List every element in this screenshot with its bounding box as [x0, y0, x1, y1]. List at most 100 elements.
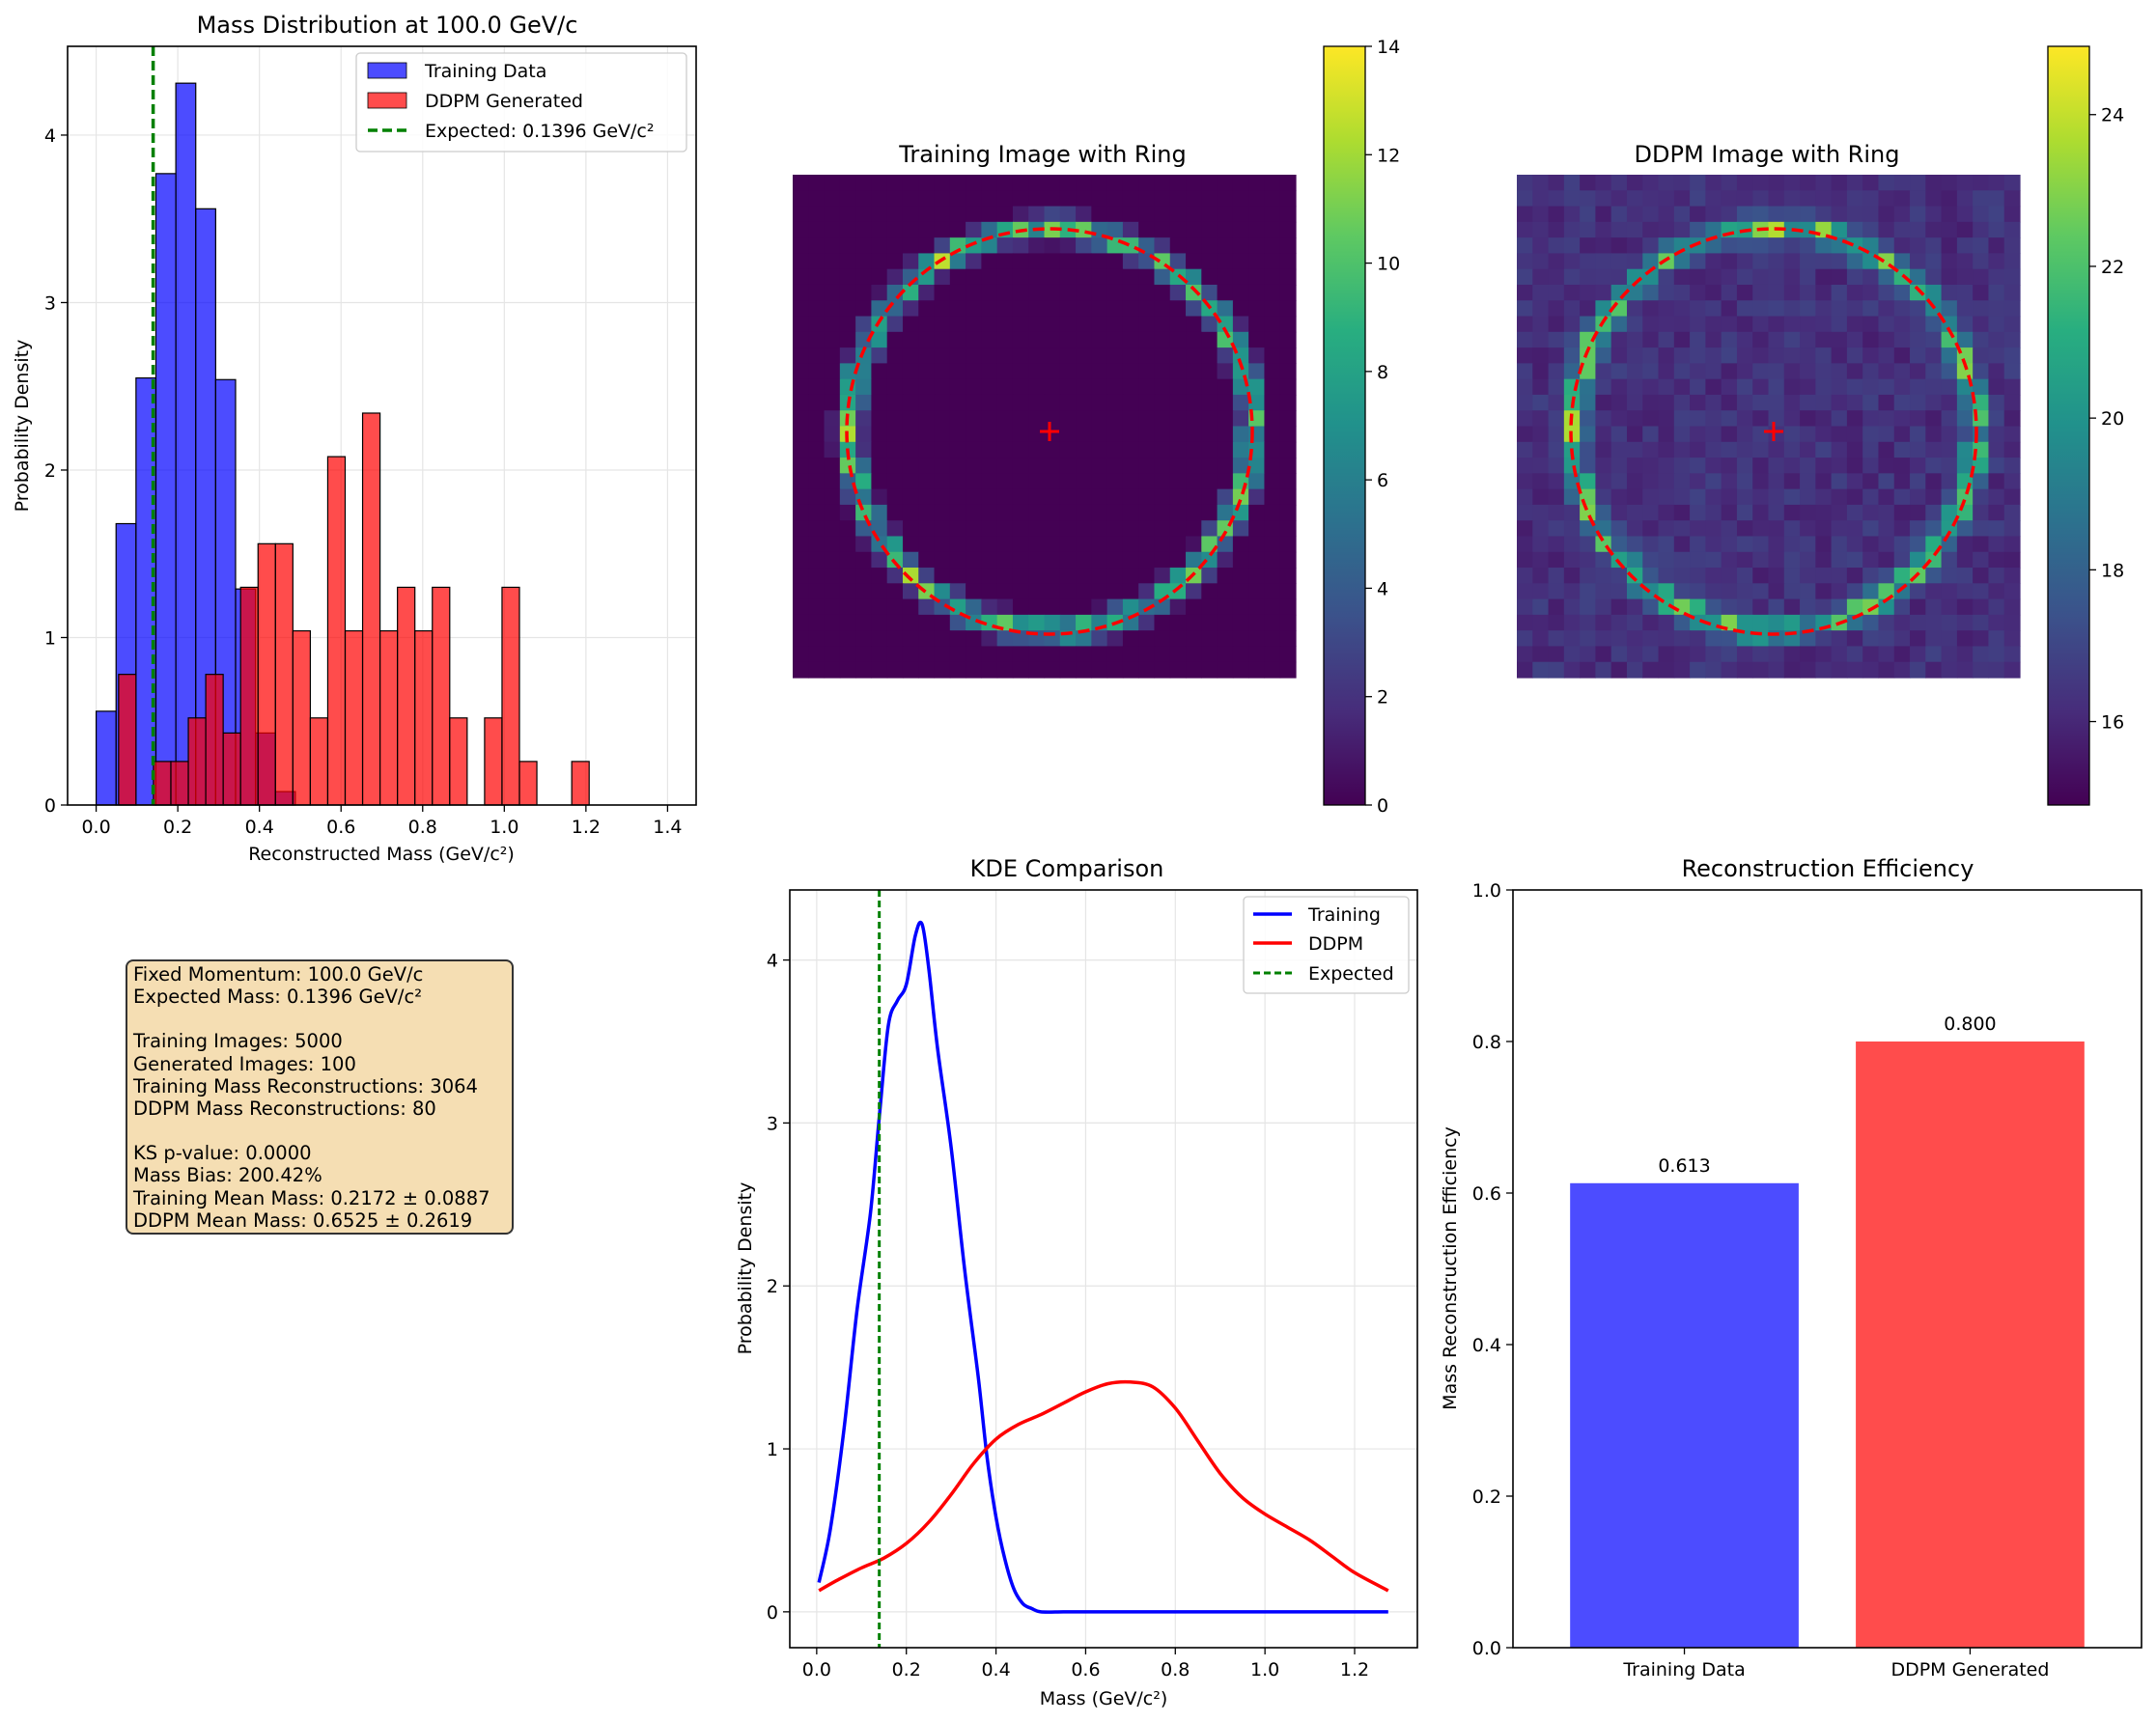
training-image-cell	[808, 268, 826, 286]
training-image-cell	[1076, 253, 1092, 270]
ddpm-image-cell	[1517, 646, 1533, 663]
training-image-cell	[1122, 410, 1139, 428]
ddpm-image-cell	[1658, 488, 1675, 506]
ddpm-image-cell	[1610, 441, 1628, 458]
ddpm-image-cell	[1642, 347, 1660, 364]
training-image-cell	[949, 568, 966, 584]
training-image-cell	[824, 598, 841, 616]
training-image-cell	[1091, 175, 1108, 191]
ddpm-image-cell	[1831, 410, 1848, 428]
ddpm-image-cell	[1988, 347, 2005, 364]
hist-bar-ddpm-7	[239, 586, 259, 806]
ddpm-image-cell	[1658, 237, 1675, 255]
ddpm-image-cell	[2003, 316, 2021, 333]
training-image-cell	[1076, 551, 1092, 569]
ddpm-image-cell	[1956, 331, 1974, 348]
training-image-cell	[949, 614, 966, 631]
ddpm-image-cell	[1973, 268, 1990, 286]
training-image-cell	[1201, 206, 1218, 223]
ddpm-image-cell	[1862, 536, 1880, 553]
training-image-cell	[966, 268, 982, 286]
ddpm-image-cell	[1973, 378, 1990, 396]
training-image-cell	[1186, 237, 1202, 255]
training-image-cell	[1059, 504, 1077, 521]
ddpm-image-cell	[1893, 551, 1911, 569]
ddpm-image-cell	[1595, 426, 1612, 443]
training-image-cell	[1232, 284, 1249, 301]
hist-bar-ddpm-18	[432, 586, 451, 806]
ddpm-image-cell	[1658, 458, 1675, 474]
ddpm-image-cell	[1595, 284, 1612, 301]
ddpm-image-cell	[1752, 410, 1770, 428]
ddpm-image-cell	[1548, 646, 1565, 663]
ddpm-image-cell	[1768, 488, 1785, 506]
training-image-cell	[996, 394, 1014, 411]
training-image-cell	[1044, 253, 1061, 270]
ddpm-image-cell	[1893, 661, 1911, 679]
training-image-cell	[981, 206, 998, 223]
ddpm-image-cell	[1736, 488, 1753, 506]
training-image-cell	[1044, 520, 1061, 538]
ddpm-image-cell	[1800, 347, 1816, 364]
training-image-cell	[871, 347, 888, 364]
ddpm-image-cell	[1768, 316, 1785, 333]
ddpm-image-cell	[1658, 614, 1675, 631]
ddpm-image-cell	[1517, 458, 1533, 474]
training-image-cell	[1201, 284, 1218, 301]
ddpm-image-cell	[1752, 363, 1770, 380]
training-image-cell	[855, 473, 873, 490]
ddpm-image-cell	[1626, 598, 1643, 616]
training-image-cell	[949, 441, 966, 458]
ddpm-image-cell	[1626, 394, 1643, 411]
training-image-cell	[902, 583, 919, 600]
kde-legend-expected: Expected	[1308, 963, 1394, 985]
ddpm-image-cell	[1815, 568, 1833, 584]
ddpm-image-cell	[1736, 300, 1753, 318]
ddpm-image-cell	[1925, 441, 1943, 458]
training-image-cell	[1154, 630, 1171, 648]
ddpm-image-cell	[1925, 378, 1943, 396]
training-image-cell	[1028, 190, 1046, 208]
ddpm-image-cell	[1690, 441, 1706, 458]
training-image-cell	[1154, 488, 1171, 506]
training-image-cell	[1169, 347, 1187, 364]
ddpm-image-cell	[1752, 426, 1770, 443]
ddpm-image-cell	[1580, 331, 1597, 348]
training-image-cell	[966, 316, 982, 333]
efficiency-ytick-label-2: 0.4	[1472, 1335, 1501, 1356]
training-image-cell	[793, 614, 809, 631]
training-image-cell	[1186, 583, 1202, 600]
training-image-cell	[1106, 253, 1124, 270]
training-image-cell	[1279, 441, 1297, 458]
ddpm-image-cell	[1721, 551, 1738, 569]
ddpm-image-cell	[1878, 598, 1895, 616]
ddpm-image-cell	[1517, 583, 1533, 600]
ddpm-image-cell	[1893, 175, 1911, 191]
ddpm-image-cell	[1532, 268, 1550, 286]
ddpm-image-cell	[1815, 206, 1833, 223]
training-image-cell	[1186, 614, 1202, 631]
hist-ytick-label-1: 1	[44, 627, 56, 649]
ddpm-image-cell	[1548, 378, 1565, 396]
training-image-cell	[1091, 190, 1108, 208]
training-image-cell	[793, 426, 809, 443]
training-image-cell	[1232, 661, 1249, 679]
training-image-cell	[1279, 316, 1297, 333]
training-colorbar-tick-label-7: 14	[1377, 37, 1400, 58]
ddpm-image-cell	[1973, 363, 1990, 380]
training-image-cell	[886, 551, 904, 569]
training-image-cell	[871, 488, 888, 506]
training-image-cell	[981, 646, 998, 663]
training-image-cell	[1091, 206, 1108, 223]
kde-xtick-label-1: 0.2	[892, 1659, 921, 1680]
training-image-cell	[1122, 536, 1139, 553]
ddpm-image-cell	[1517, 237, 1533, 255]
training-image-cell	[1091, 347, 1108, 364]
info-box-line: DDPM Mass Reconstructions: 80	[133, 1097, 436, 1121]
ddpm-image-cell	[1910, 206, 1926, 223]
training-image-cell	[966, 175, 982, 191]
training-image-cell	[1169, 190, 1187, 208]
ddpm-image-cell	[1673, 363, 1691, 380]
ddpm-image-cell	[1768, 441, 1785, 458]
training-image-cell	[871, 473, 888, 490]
